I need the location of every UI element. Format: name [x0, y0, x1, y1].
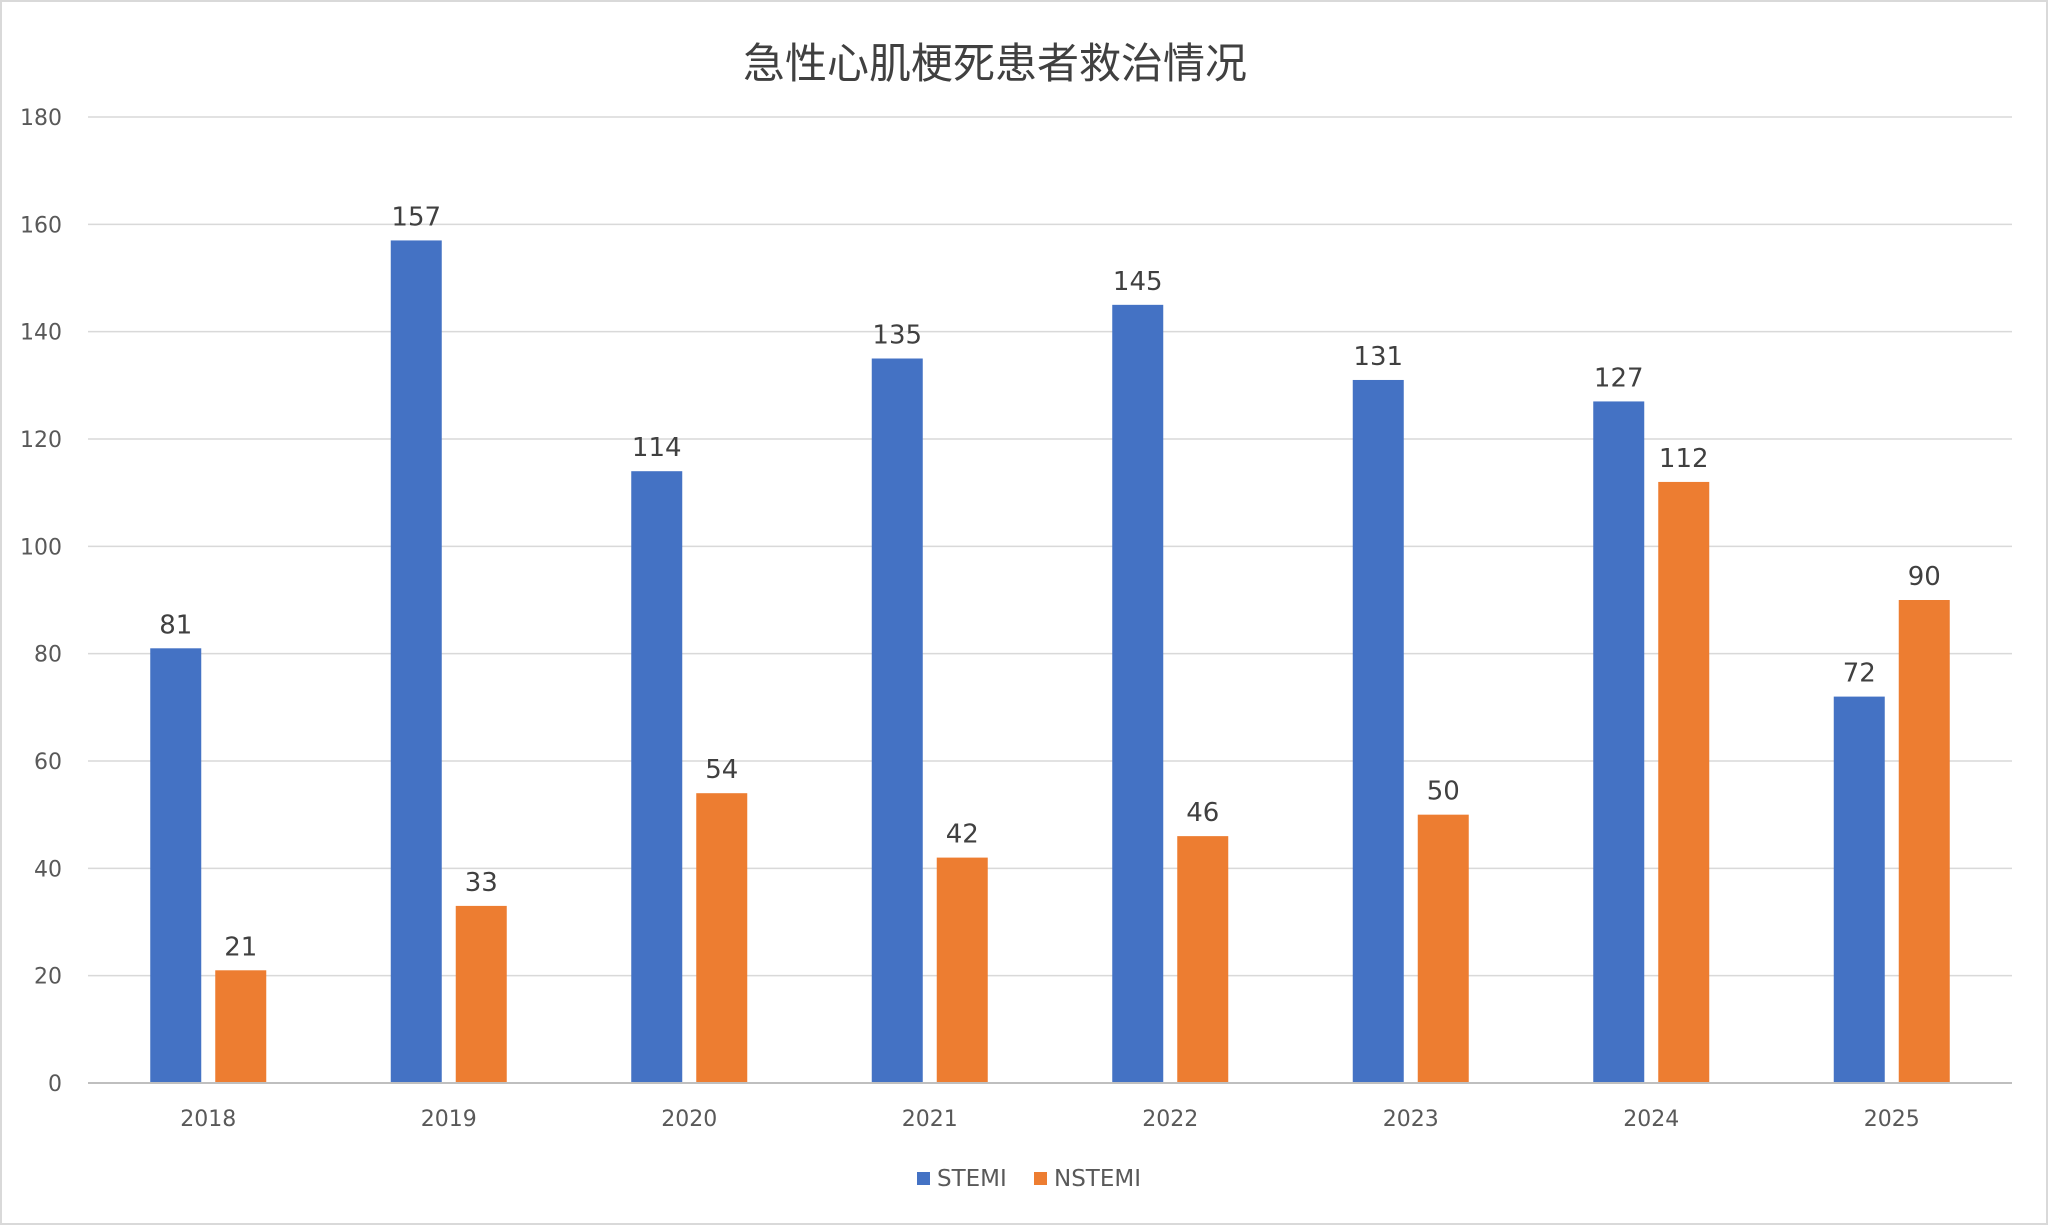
x-tick-label: 2019	[421, 1107, 477, 1132]
y-tick-label: 160	[20, 213, 62, 238]
x-tick-label: 2020	[661, 1107, 717, 1132]
y-tick-label: 140	[20, 321, 62, 346]
y-tick-label: 80	[34, 643, 62, 668]
data-label-stemi-2025: 72	[1843, 659, 1876, 689]
y-tick-label: 20	[34, 965, 62, 990]
bar-stemi-2020	[631, 471, 683, 1083]
legend-swatch-nstemi	[1034, 1172, 1047, 1185]
legend-label-nstemi: NSTEMI	[1054, 1166, 1141, 1192]
bar-nstemi-2018	[215, 970, 267, 1083]
bar-nstemi-2021	[936, 857, 988, 1083]
y-axis-ticks: 0 20 40 60 80 100 120 140 160 180	[20, 106, 62, 1097]
x-axis-ticks: 2018 2019 2020 2021 2022 2023 2024 2025	[180, 1107, 1920, 1132]
bar-stemi-2025	[1833, 696, 1885, 1083]
data-label-nstemi-2019: 33	[465, 868, 498, 898]
gridlines	[88, 116, 2012, 977]
bar-stemi-2024	[1593, 401, 1645, 1083]
data-label-nstemi-2021: 42	[946, 820, 979, 850]
legend-swatch-stemi	[917, 1172, 930, 1185]
x-tick-label: 2018	[180, 1107, 236, 1132]
data-label-stemi-2018: 81	[159, 610, 192, 640]
y-tick-label: 120	[20, 428, 62, 453]
data-label-stemi-2024: 127	[1594, 363, 1644, 393]
bars	[150, 240, 1950, 1083]
y-tick-label: 40	[34, 857, 62, 882]
x-tick-label: 2021	[902, 1107, 958, 1132]
y-tick-label: 0	[48, 1072, 62, 1097]
bar-nstemi-2022	[1177, 836, 1229, 1083]
data-label-stemi-2019: 157	[391, 202, 441, 232]
bar-stemi-2021	[871, 358, 923, 1083]
data-label-nstemi-2025: 90	[1908, 562, 1941, 592]
data-labels: 81 21 157 33 114 54 135 42 145 46 131 50 127 112 72 90	[159, 202, 1941, 962]
data-label-stemi-2020: 114	[632, 433, 682, 463]
y-tick-label: 100	[20, 535, 62, 560]
y-tick-label: 60	[34, 750, 62, 775]
data-label-nstemi-2024: 112	[1659, 444, 1709, 474]
data-label-nstemi-2018: 21	[224, 932, 257, 962]
bar-nstemi-2019	[455, 905, 507, 1083]
legend-label-stemi: STEMI	[937, 1166, 1007, 1192]
y-tick-label: 180	[20, 106, 62, 131]
data-label-stemi-2022: 145	[1113, 267, 1163, 297]
x-tick-label: 2023	[1383, 1107, 1439, 1132]
bar-nstemi-2024	[1658, 481, 1710, 1083]
data-label-nstemi-2022: 46	[1186, 798, 1219, 828]
data-label-nstemi-2020: 54	[705, 755, 738, 785]
legend: STEMI NSTEMI	[917, 1166, 1141, 1192]
chart-title: 急性心肌梗死患者救治情况	[743, 39, 1247, 88]
x-tick-label: 2022	[1142, 1107, 1198, 1132]
bar-stemi-2018	[150, 648, 202, 1083]
x-tick-label: 2025	[1864, 1107, 1920, 1132]
bar-stemi-2019	[390, 240, 442, 1083]
data-label-stemi-2021: 135	[872, 321, 922, 351]
bar-stemi-2023	[1352, 379, 1404, 1083]
bar-nstemi-2020	[696, 793, 748, 1083]
x-tick-label: 2024	[1623, 1107, 1679, 1132]
bar-stemi-2022	[1112, 304, 1164, 1083]
bar-nstemi-2025	[1898, 600, 1950, 1083]
data-label-stemi-2023: 131	[1353, 342, 1403, 372]
bar-nstemi-2023	[1417, 814, 1469, 1083]
data-label-nstemi-2023: 50	[1427, 777, 1460, 807]
